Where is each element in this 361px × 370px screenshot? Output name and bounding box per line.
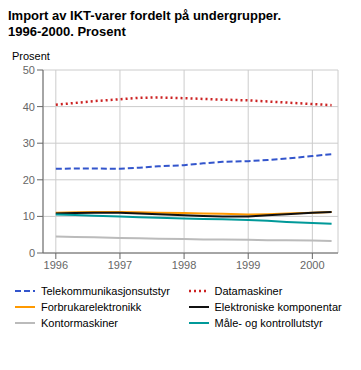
html-text:Elektroniske komponentar: Elektroniske komponentar <box>214 301 342 313</box>
svg-text:30: 30 <box>23 137 35 149</box>
svg-text:2000: 2000 <box>300 259 324 271</box>
svg-text:1997: 1997 <box>108 259 132 271</box>
svg-text:10: 10 <box>23 210 35 222</box>
svg-text:20: 20 <box>23 174 35 186</box>
html-text:Kontormaskiner: Kontormaskiner <box>41 317 118 329</box>
html-text:Måle- og kontrollutstyr: Måle- og kontrollutstyr <box>214 317 323 329</box>
html-text:Import av IKT-varer fordelt på: Import av IKT-varer fordelt på undergrup… <box>8 8 282 23</box>
svg-text:1996: 1996 <box>44 259 68 271</box>
svg-text:1998: 1998 <box>172 259 196 271</box>
svg-text:40: 40 <box>23 101 35 113</box>
html-text:Datamaskiner: Datamaskiner <box>214 285 283 297</box>
svg-text:1999: 1999 <box>236 259 260 271</box>
svg-text:0: 0 <box>29 247 35 259</box>
svg-text:50: 50 <box>23 64 35 76</box>
html-text:1996-2000. Prosent: 1996-2000. Prosent <box>8 24 126 39</box>
html-text:Prosent: Prosent <box>12 50 50 62</box>
html-text:Telekommunikasjonsutstyr: Telekommunikasjonsutstyr <box>41 285 170 297</box>
html-text:Forbrukarelektronikk: Forbrukarelektronikk <box>41 301 142 313</box>
